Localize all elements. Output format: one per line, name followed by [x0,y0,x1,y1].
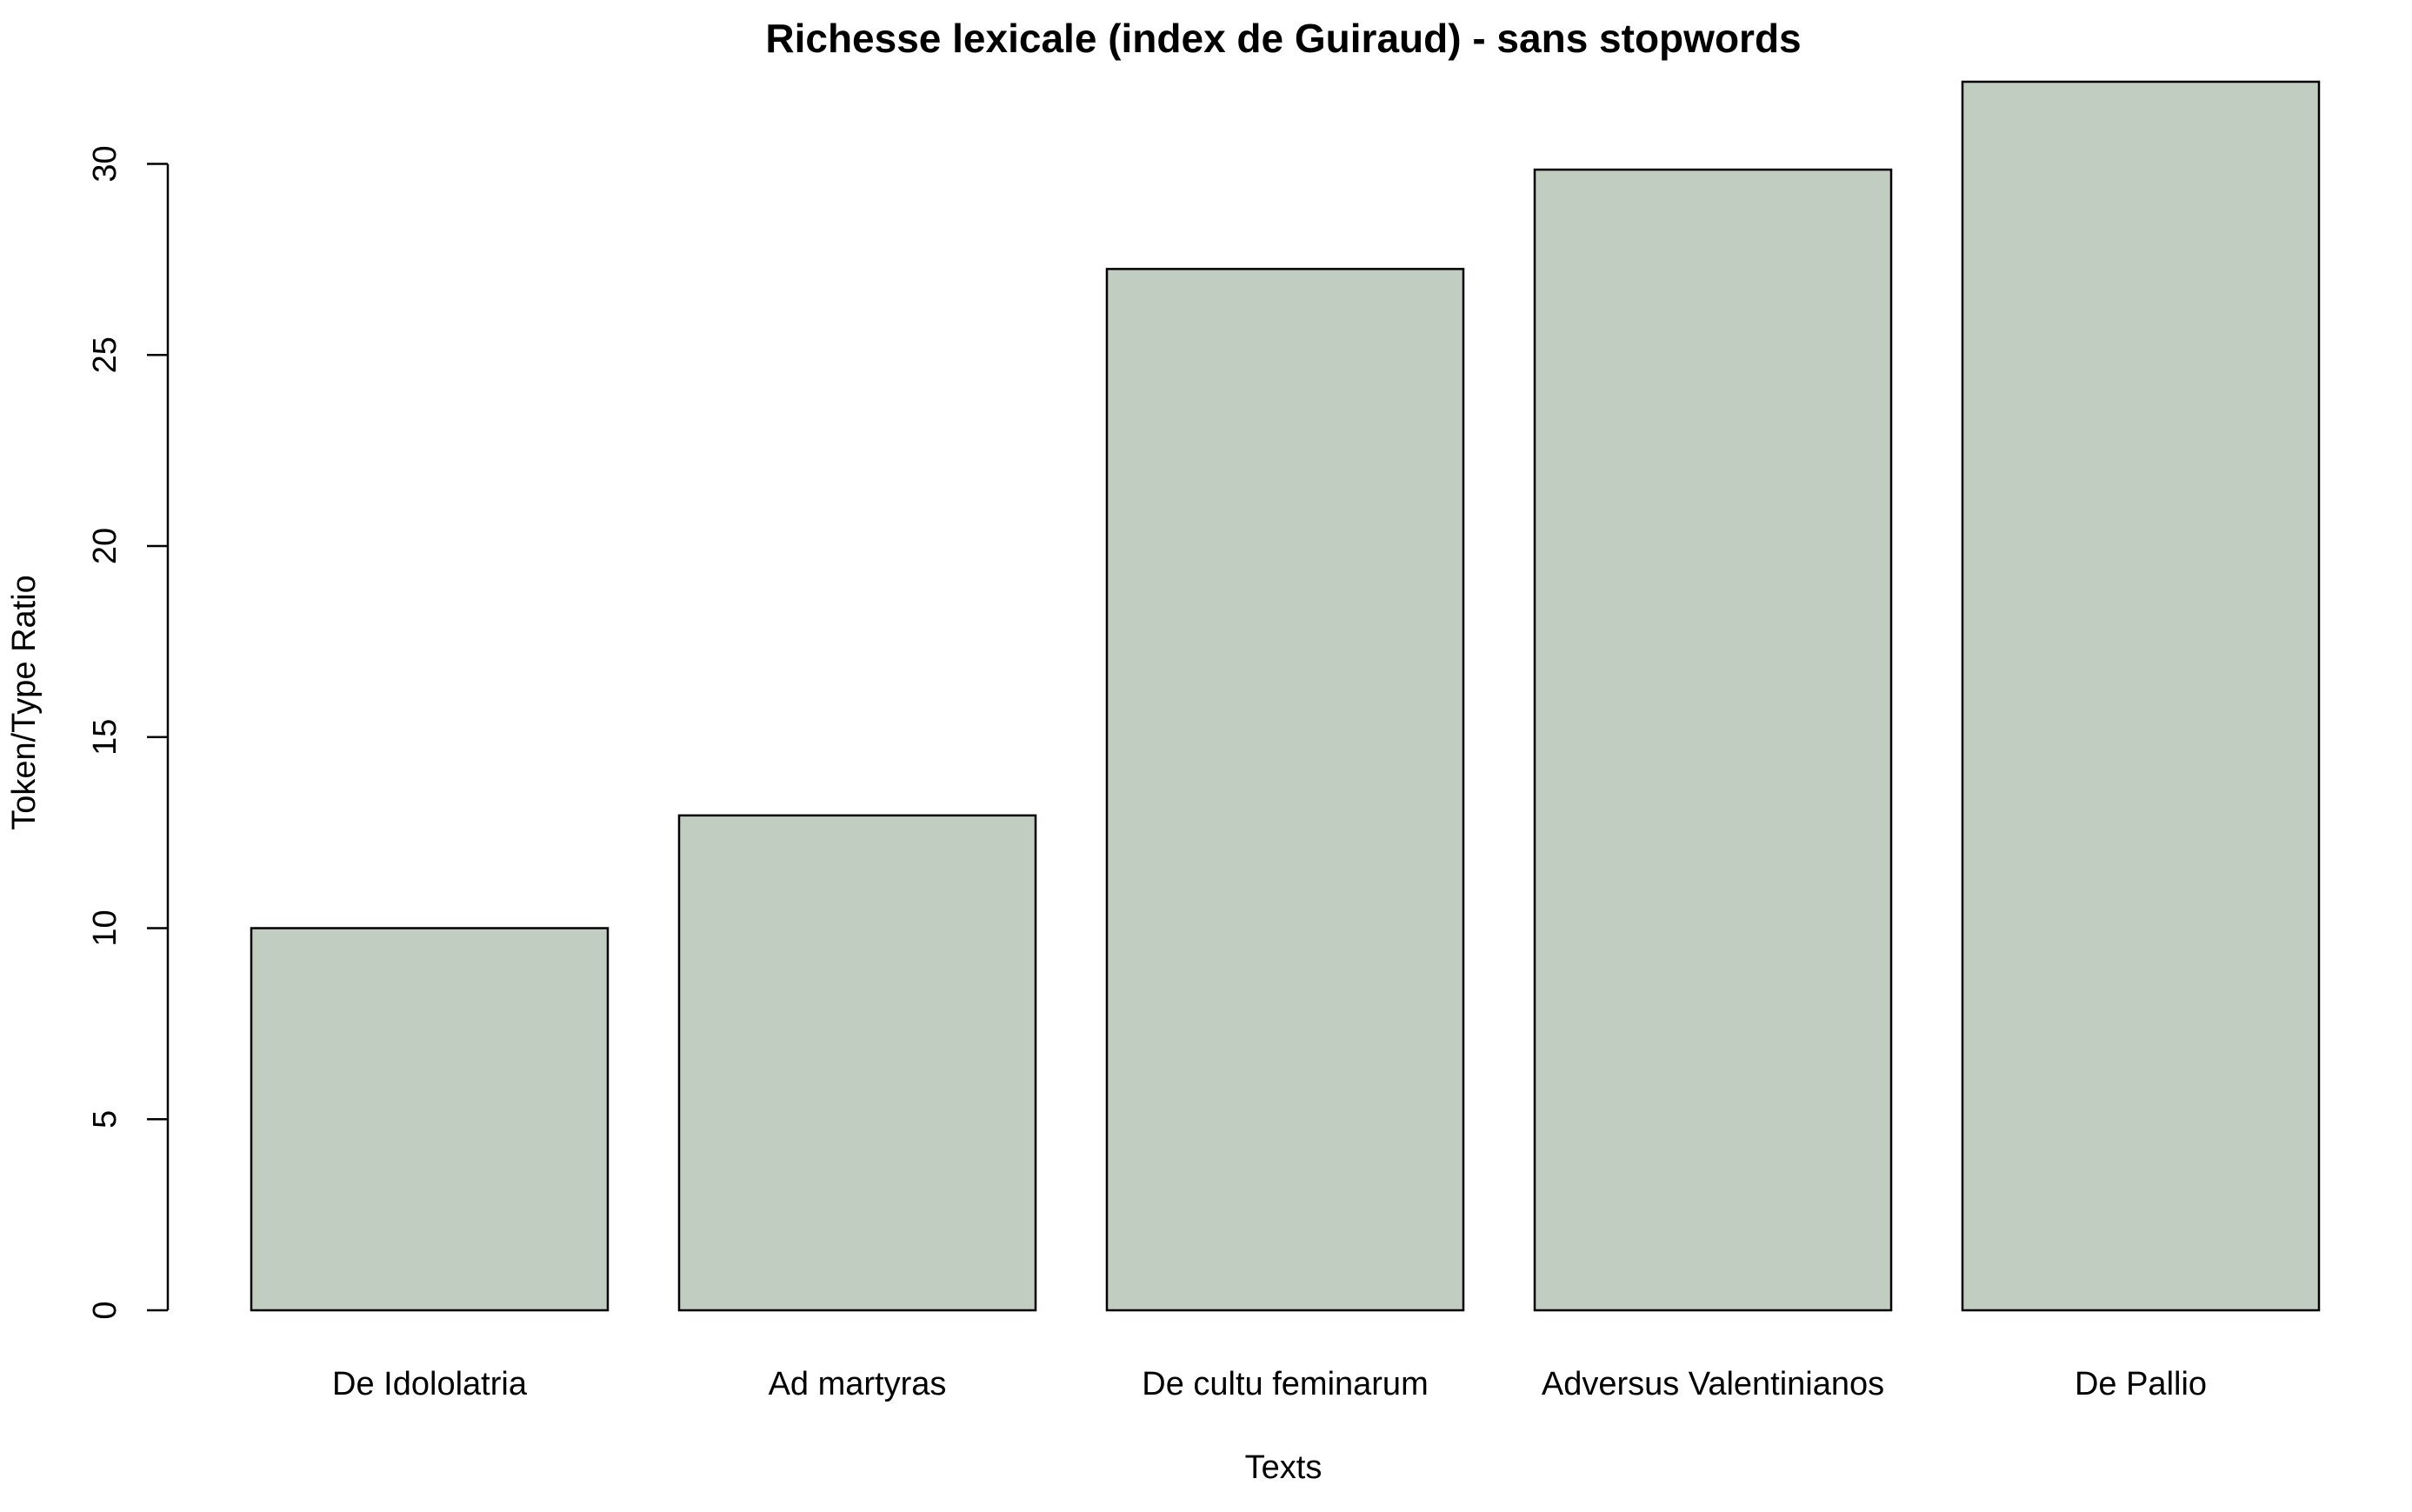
x-tick-label-0: De Idololatria [332,1366,528,1402]
x-tick-label-3: Adversus Valentinianos [1542,1366,1884,1402]
y-tick-label-1: 5 [87,1110,123,1129]
x-tick-label-4: De Pallio [2075,1366,2207,1402]
y-tick-label-2: 10 [87,909,123,946]
bar-2 [1105,268,1465,1312]
bar-3 [1533,168,1893,1312]
bar-4 [1961,80,2321,1312]
bar-1 [677,814,1037,1312]
y-axis-title: Token/Type Ratio [6,575,43,830]
x-axis-title: Texts [1245,1449,1323,1486]
x-tick-label-2: De cultu feminarum [1142,1366,1428,1402]
y-tick-label-4: 20 [87,528,123,564]
y-tick-label-5: 25 [87,336,123,373]
chart-title: Richesse lexicale (index de Guiraud) - s… [765,16,1801,61]
bar-0 [250,927,610,1312]
x-axis-labels: De Idololatria Ad martyras De cultu femina… [332,1366,2207,1402]
y-tick-label-3: 15 [87,719,123,756]
y-tick-label-6: 30 [87,145,123,182]
y-tick-label-0: 0 [87,1301,123,1319]
x-tick-label-1: Ad martyras [769,1366,947,1402]
bars-layer [250,80,2321,1312]
y-axis: 0 5 10 15 20 25 30 [87,145,170,1320]
